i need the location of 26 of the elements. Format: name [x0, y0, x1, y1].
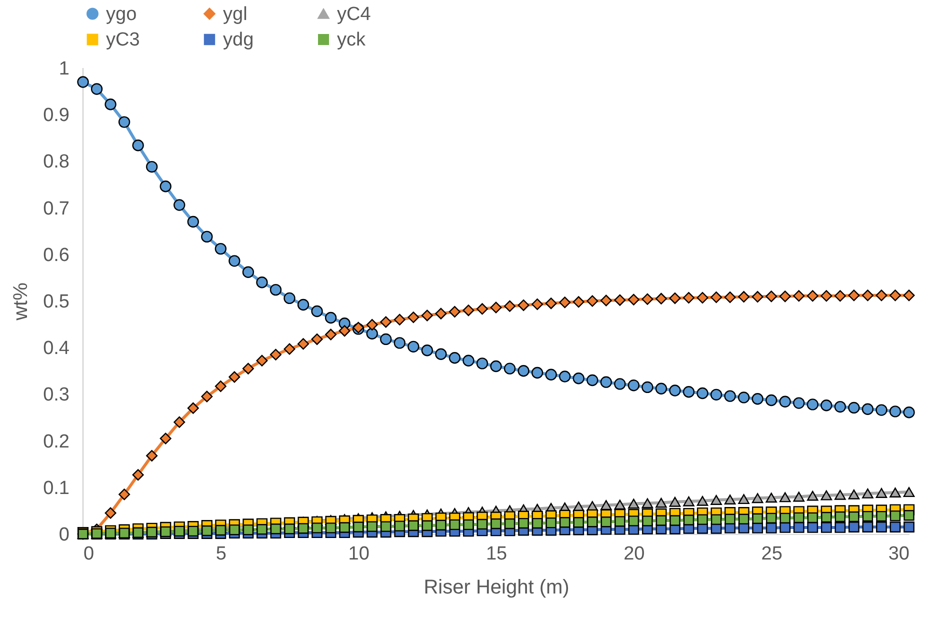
x-tick-label: 0	[84, 544, 94, 564]
legend-label: ygo	[106, 4, 137, 25]
x-tick-label: 30	[888, 544, 910, 564]
legend-label: yC3	[106, 30, 140, 50]
y-tick-label: 0.9	[43, 105, 70, 126]
x-axis-title: Riser Height (m)	[424, 576, 570, 598]
x-tick-label: 20	[624, 544, 645, 564]
x-tick-label: 25	[761, 544, 782, 564]
y-tick-label: 0.8	[43, 152, 70, 173]
y-tick-label: 0.2	[43, 431, 70, 452]
y-axis-title: wt%	[10, 282, 32, 322]
x-tick-label: 15	[486, 544, 508, 564]
x-tick-label: 5	[216, 544, 226, 564]
y-tick-label: 0	[58, 524, 70, 546]
legend-label: yC4	[337, 4, 372, 25]
y-tick-label: 0.6	[43, 244, 70, 266]
legend-label: ygl	[223, 4, 248, 25]
y-tick-label: 0.3	[43, 384, 70, 406]
legend-label: ydg	[223, 30, 254, 50]
y-tick-label: 0.5	[43, 292, 70, 312]
y-tick-label: 0.1	[43, 478, 70, 499]
y-tick-label: 1	[58, 58, 70, 80]
y-tick-label: 0.4	[43, 338, 70, 360]
legend-label: yck	[337, 30, 366, 50]
x-tick-label: 10	[348, 544, 370, 564]
y-tick-label: 0.7	[43, 198, 70, 220]
